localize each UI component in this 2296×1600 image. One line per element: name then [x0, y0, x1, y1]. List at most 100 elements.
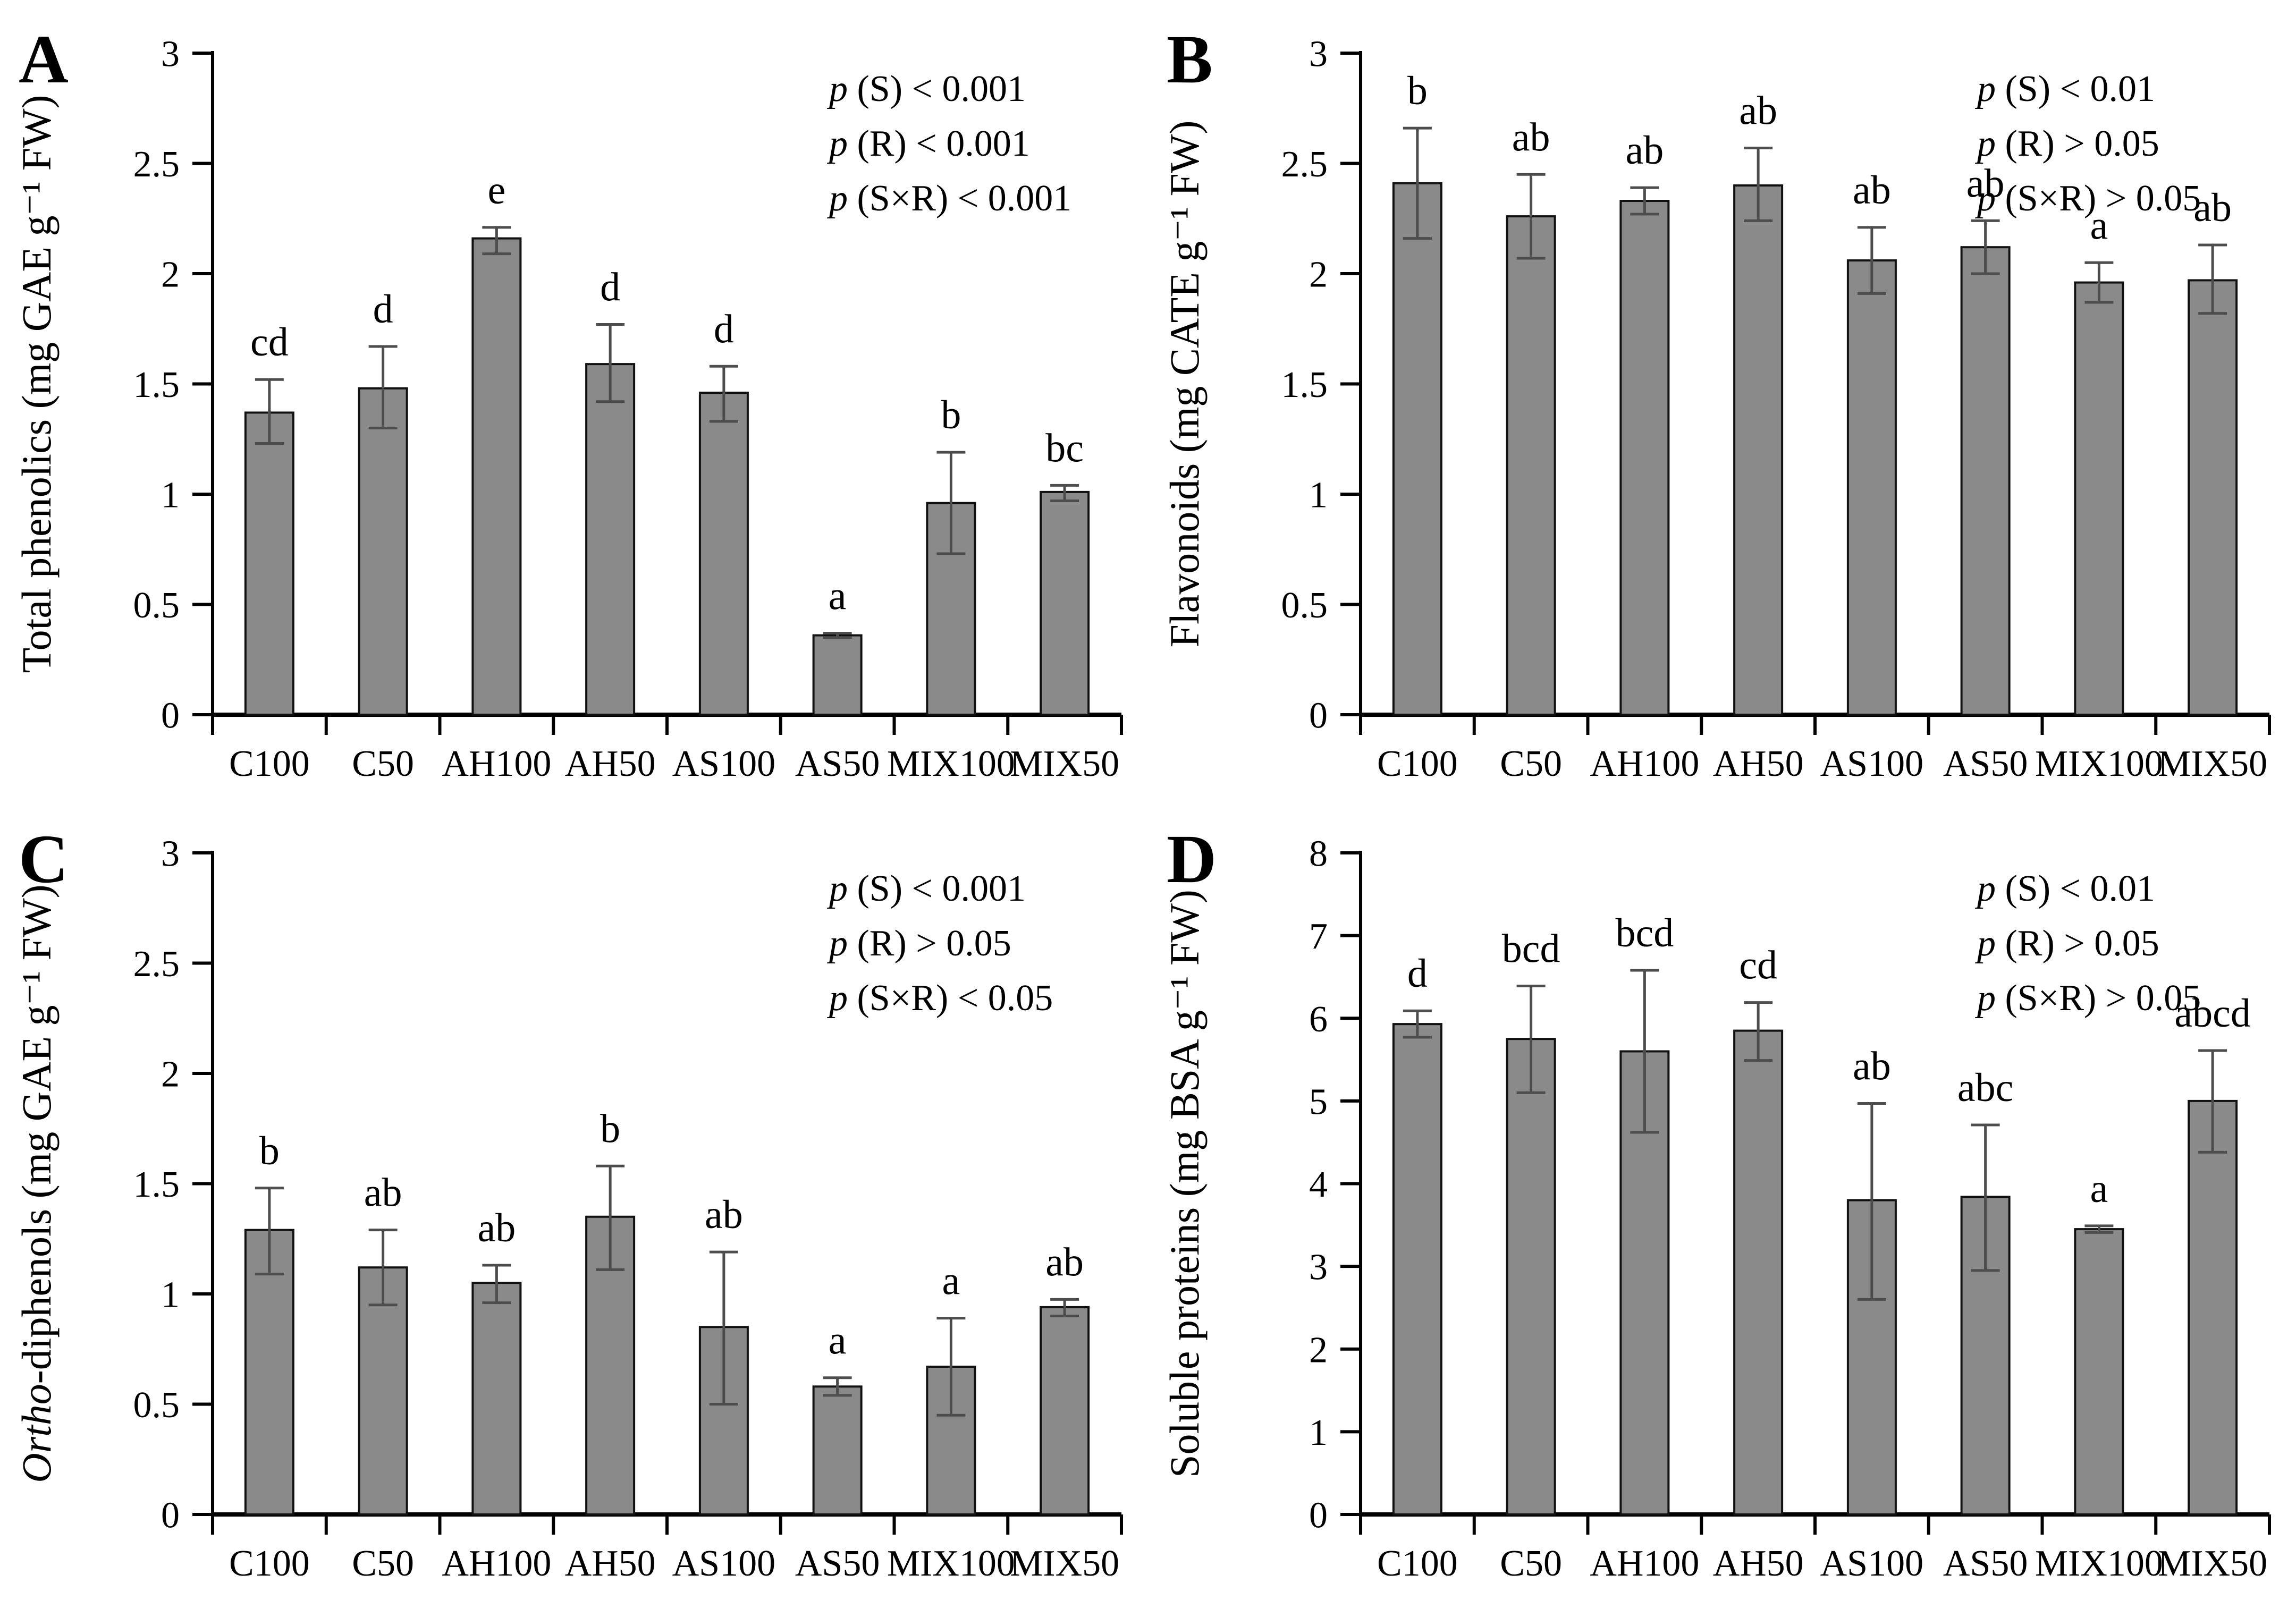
panel-B-chart: B 0 0.5 1 1.5 2 2.5 3 b C100 ab C50 ab AH100 ab AH50 ab A… [1161, 21, 2271, 784]
x-tick-label: MIX50 [2158, 1543, 2267, 1584]
p-value-annotation: p (S) < 0.001 [826, 868, 1026, 909]
x-tick-label: AH100 [442, 743, 551, 784]
x-tick-label: AS100 [672, 1543, 775, 1584]
y-axis-title: Flavonoids (mg CATE g⁻¹ FW) [1161, 121, 1208, 648]
sig-letter: ab [1966, 161, 2005, 206]
sig-letter: e [488, 168, 506, 213]
y-tick-label: 0 [161, 696, 180, 736]
x-tick-label: AS50 [795, 1543, 880, 1584]
x-tick-label: C100 [1377, 1543, 1458, 1584]
sig-letter: b [941, 393, 961, 437]
sig-letter: abc [1957, 1065, 2013, 1110]
x-tick-label: AH100 [1590, 743, 1699, 784]
sig-letter: ab [2193, 185, 2232, 230]
y-tick-label: 4 [1309, 1164, 1328, 1205]
sig-letter: ab [1045, 1240, 1084, 1284]
sig-letter: cd [250, 320, 289, 365]
bar [1392, 182, 1442, 716]
y-tick-label: 0 [161, 1495, 180, 1536]
y-tick-label: 2 [1309, 1330, 1328, 1370]
sig-letter: ab [705, 1192, 743, 1237]
x-tick-label: C100 [229, 743, 310, 784]
y-tick-label: 3 [1309, 1247, 1328, 1288]
sig-letter: b [259, 1129, 280, 1173]
y-tick-label: 2 [1309, 255, 1328, 295]
y-tick-label: 2.5 [133, 944, 180, 985]
sig-letter: a [2090, 1166, 2108, 1211]
panel-c-ortho-diphenols: C 0 0.5 1 1.5 2 2.5 3 b C100 ab C50 ab AH100 b AH50 ab AS… [0, 800, 1148, 1599]
bar [1506, 215, 1556, 716]
x-tick-label: MIX100 [887, 743, 1015, 784]
p-value-annotation: p (R) > 0.05 [1974, 923, 2159, 964]
y-tick-label: 1 [1309, 1412, 1328, 1453]
bar [471, 1282, 522, 1516]
y-tick-label: 0.5 [133, 1385, 180, 1426]
y-tick-label: 2.5 [133, 144, 180, 185]
y-axis-title: Soluble proteins (mg BSA g⁻¹ FW) [1161, 890, 1208, 1478]
sig-letter: a [829, 573, 847, 618]
p-value-annotation: p (S×R) > 0.05 [1974, 978, 2201, 1019]
sig-letter: a [829, 1318, 847, 1363]
panel-letter: A [19, 21, 69, 98]
y-tick-label: 0.5 [133, 585, 180, 626]
y-tick-label: 1 [1309, 475, 1328, 516]
bar [1619, 200, 1670, 716]
x-tick-label: C50 [352, 1543, 414, 1584]
bar [1040, 490, 1090, 716]
sig-letter: d [714, 307, 734, 351]
panel-A-chart: A 0 0.5 1 1.5 2 2.5 3 cd C100 d C50 e AH100 d AH50 d AS10… [13, 21, 1123, 784]
sig-letter: d [600, 265, 620, 309]
bar [358, 387, 408, 716]
y-tick-label: 8 [1309, 834, 1328, 875]
p-value-annotation: p (S) < 0.001 [826, 69, 1026, 109]
bar [244, 411, 294, 716]
bar [1040, 1306, 1090, 1516]
bar [1392, 1023, 1442, 1516]
panel-a-total-phenolics: A 0 0.5 1 1.5 2 2.5 3 cd C100 d C50 e AH100 d AH50 d AS10… [0, 0, 1148, 800]
sig-letter: b [600, 1106, 620, 1151]
sig-letter: bc [1045, 426, 1084, 470]
p-value-annotation: p (R) > 0.05 [826, 923, 1011, 964]
sig-letter: bcd [1502, 927, 1560, 971]
bar [1733, 1029, 1784, 1516]
x-tick-label: AS100 [672, 743, 775, 784]
y-tick-label: 0 [1309, 1495, 1328, 1536]
sig-letter: a [2090, 203, 2108, 248]
x-tick-label: AH50 [565, 743, 656, 784]
sig-letter: b [1407, 69, 1428, 113]
x-tick-label: C50 [1500, 743, 1562, 784]
y-tick-label: 1 [161, 475, 180, 516]
bar [1960, 246, 2011, 716]
bar [1506, 1038, 1556, 1516]
sig-letter: d [373, 287, 393, 332]
sig-letter: a [942, 1259, 960, 1303]
y-tick-label: 3 [1309, 34, 1328, 75]
p-value-annotation: p (S×R) < 0.05 [826, 978, 1053, 1019]
x-tick-label: MIX50 [1010, 1543, 1119, 1584]
bar [585, 363, 636, 716]
sig-letter: ab [478, 1206, 516, 1250]
y-tick-label: 2 [161, 255, 180, 295]
x-tick-label: AS50 [1943, 743, 2028, 784]
bar [1846, 259, 1897, 716]
panel-C-chart: C 0 0.5 1 1.5 2 2.5 3 b C100 ab C50 ab AH100 b AH50 ab AS… [13, 821, 1123, 1584]
panel-b-flavonoids: B 0 0.5 1 1.5 2 2.5 3 b C100 ab C50 ab AH100 ab AH50 ab A… [1148, 0, 2296, 800]
x-tick-label: MIX50 [1010, 743, 1119, 784]
bar [812, 634, 863, 716]
x-tick-label: AS50 [1943, 1543, 2028, 1584]
sig-letter: ab [1853, 168, 1891, 213]
y-axis-title: Total phenolics (mg GAE g⁻¹ FW) [13, 95, 60, 673]
x-tick-label: C100 [1377, 743, 1458, 784]
y-tick-label: 3 [161, 834, 180, 875]
y-tick-label: 2.5 [1281, 144, 1328, 185]
sig-letter: d [1407, 951, 1428, 996]
sig-letter: ab [1626, 128, 1664, 173]
bar [2188, 1099, 2238, 1516]
x-tick-label: MIX100 [2035, 1543, 2163, 1584]
sig-letter: ab [364, 1171, 402, 1215]
y-tick-label: 1 [161, 1275, 180, 1316]
bar [2188, 279, 2238, 716]
bar [812, 1385, 863, 1516]
bar [244, 1229, 294, 1516]
